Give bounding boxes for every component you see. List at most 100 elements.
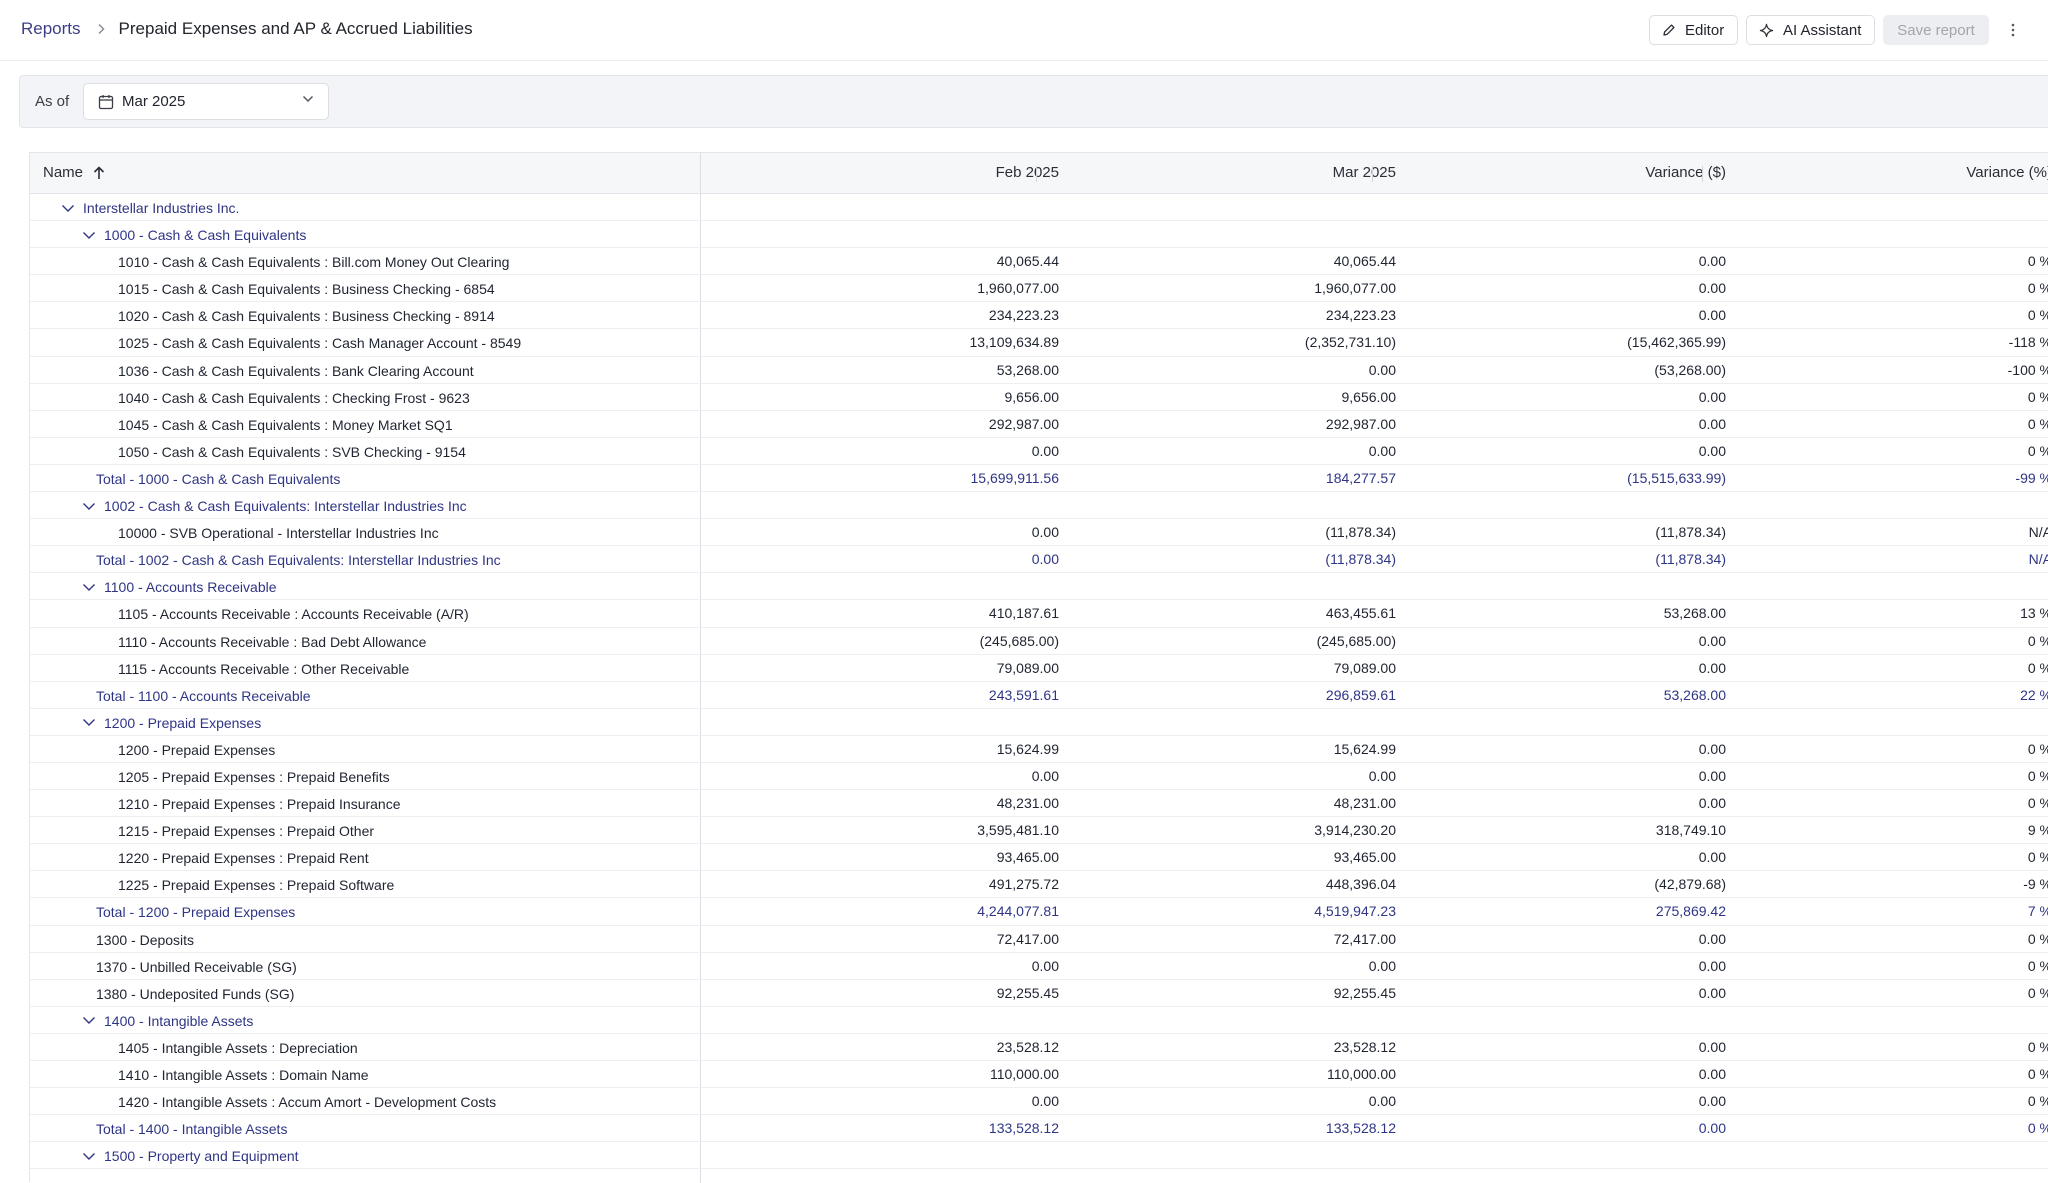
row-label-text: 1015 - Cash & Cash Equivalents : Busines…: [118, 281, 495, 298]
cell-c1: 9,656.00: [1004, 388, 1060, 405]
sort-ascending-icon[interactable]: [93, 165, 105, 180]
row-label: Total - 1200 - Prepaid Expenses: [96, 904, 295, 920]
row-label: 1105 - Accounts Receivable : Accounts Re…: [118, 606, 469, 622]
more-options-icon[interactable]: [2006, 18, 2020, 42]
group-row[interactable]: 1000 - Cash & Cash Equivalents: [30, 221, 2048, 249]
cell-c4: -100 %: [2007, 361, 2048, 378]
cell-c1: 0.00: [1031, 957, 1059, 974]
cell-c1: 79,089.00: [996, 659, 1059, 676]
column-header-feb-2025[interactable]: Feb 2025: [995, 164, 1059, 181]
row-label: 1110 - Accounts Receivable : Bad Debt Al…: [118, 634, 426, 650]
breadcrumb-reports-link[interactable]: Reports: [21, 19, 81, 38]
chevron-down-icon[interactable]: [82, 502, 96, 511]
cell-c2: 93,465.00: [1333, 849, 1396, 866]
cell-c1: 15,624.99: [996, 740, 1059, 757]
cell-c4: 0 %: [2027, 740, 2048, 757]
table-row: 1045 - Cash & Cash Equivalents : Money M…: [30, 411, 2048, 438]
row-label: 1040 - Cash & Cash Equivalents : Checkin…: [118, 390, 470, 406]
cell-c1: 92,255.45: [996, 984, 1059, 1001]
row-label: 1200 - Prepaid Expenses: [118, 742, 275, 758]
total-row: Total - 1400 - Intangible Assets 133,528.…: [30, 1115, 2048, 1143]
cell-c3: 0.00: [1698, 388, 1726, 405]
cell-c3: 318,749.10: [1655, 822, 1726, 839]
table-row: 1405 - Intangible Assets : Depreciation 2…: [30, 1034, 2048, 1061]
column-resize-handle[interactable]: [1036, 166, 1037, 182]
chevron-down-icon[interactable]: [82, 1016, 96, 1025]
cell-c4: 0 %: [2027, 280, 2048, 297]
cell-c1: 243,591.61: [988, 686, 1059, 703]
table-row: 1025 - Cash & Cash Equivalents : Cash Ma…: [30, 329, 2048, 357]
column-header-name[interactable]: Name: [43, 164, 105, 181]
chevron-down-icon[interactable]: [82, 583, 96, 592]
cell-c3: 275,869.42: [1655, 903, 1726, 920]
cell-c1: 133,528.12: [988, 1120, 1059, 1137]
table-row: 1420 - Intangible Assets : Accum Amort -…: [30, 1088, 2048, 1116]
column-resize-handle[interactable]: [1372, 166, 1373, 182]
filter-bar: As of Mar 2025: [19, 75, 2048, 128]
cell-c4: 22 %: [2020, 686, 2048, 703]
save-report-button[interactable]: Save report: [1883, 15, 1989, 45]
cell-c4: 0 %: [2027, 388, 2048, 405]
group-row[interactable]: 1400 - Intangible Assets: [30, 1007, 2048, 1034]
group-row[interactable]: 1002 - Cash & Cash Equivalents: Interste…: [30, 492, 2048, 520]
row-label: 1225 - Prepaid Expenses : Prepaid Softwa…: [118, 877, 394, 893]
editor-button[interactable]: Editor: [1649, 15, 1738, 45]
group-row[interactable]: 1100 - Accounts Receivable: [30, 573, 2048, 601]
ai-assistant-button[interactable]: AI Assistant: [1746, 15, 1875, 45]
row-label: 1000 - Cash & Cash Equivalents: [82, 227, 306, 243]
cell-c3: 0.00: [1698, 957, 1726, 974]
sparkle-icon: [1759, 23, 1774, 37]
chevron-down-icon[interactable]: [82, 1152, 96, 1161]
period-select-value: Mar 2025: [122, 93, 186, 110]
cell-c4: 0 %: [2027, 795, 2048, 812]
cell-c3: 53,268.00: [1663, 605, 1726, 622]
cell-c3: (53,268.00): [1654, 361, 1726, 378]
row-label: 1050 - Cash & Cash Equivalents : SVB Che…: [118, 444, 466, 460]
table-row: 1370 - Unbilled Receivable (SG) 0.00 0.00 0…: [30, 953, 2048, 980]
row-label-text: 1115 - Accounts Receivable : Other Recei…: [118, 660, 410, 677]
cell-c4: -118 %: [2008, 334, 2048, 351]
period-select[interactable]: Mar 2025: [83, 83, 329, 120]
group-row[interactable]: 1500 - Property and Equipment: [30, 1142, 2048, 1170]
row-label: 1210 - Prepaid Expenses : Prepaid Insura…: [118, 796, 401, 812]
table-row: 1210 - Prepaid Expenses : Prepaid Insura…: [30, 790, 2048, 818]
cell-c3: 0.00: [1698, 659, 1726, 676]
chevron-down-icon[interactable]: [82, 231, 96, 240]
row-label-text: 1380 - Undeposited Funds (SG): [96, 985, 295, 1002]
cell-c2: 1,960,077.00: [1314, 280, 1396, 297]
cell-c1: 234,223.23: [988, 307, 1059, 324]
cell-c3: 0.00: [1698, 795, 1726, 812]
cell-c1: 23,528.12: [996, 1038, 1059, 1055]
column-header-variance-percent[interactable]: Variance (%): [1966, 164, 2048, 181]
row-label: 1380 - Undeposited Funds (SG): [96, 986, 294, 1002]
row-label-text: 1050 - Cash & Cash Equivalents : SVB Che…: [118, 443, 466, 460]
page-title: Prepaid Expenses and AP & Accrued Liabil…: [118, 19, 473, 38]
cell-c3: (11,878.34): [1655, 551, 1726, 568]
row-label-text: Total - 1000 - Cash & Cash Equivalents: [96, 470, 341, 487]
column-header-variance-dollar[interactable]: Variance ($): [1645, 164, 1726, 181]
chevron-down-icon[interactable]: [82, 718, 96, 727]
row-label-text: Total - 1200 - Prepaid Expenses: [96, 904, 296, 921]
row-label: Total - 1100 - Accounts Receivable: [96, 688, 311, 704]
chevron-down-icon[interactable]: [61, 204, 75, 213]
group-row[interactable]: Interstellar Industries Inc.: [30, 194, 2048, 222]
group-row[interactable]: 1200 - Prepaid Expenses: [30, 709, 2048, 736]
row-label: 1002 - Cash & Cash Equivalents: Interste…: [82, 498, 467, 514]
column-resize-handle[interactable]: [1702, 166, 1703, 182]
name-column-divider: [700, 153, 701, 1183]
row-label-text: 1025 - Cash & Cash Equivalents : Cash Ma…: [118, 335, 522, 352]
row-label-text: 1300 - Deposits: [96, 931, 195, 948]
column-header-mar-2025[interactable]: Mar 2025: [1332, 164, 1396, 181]
cell-c2: 40,065.44: [1333, 253, 1396, 270]
row-label: 1410 - Intangible Assets : Domain Name: [118, 1067, 369, 1083]
cell-c2: 9,656.00: [1341, 388, 1397, 405]
row-label: 1115 - Accounts Receivable : Other Recei…: [118, 661, 409, 677]
table-row: 1115 - Accounts Receivable : Other Recei…: [30, 655, 2048, 682]
cell-c4: N/A: [2028, 551, 2048, 568]
cell-c1: 491,275.72: [988, 876, 1059, 893]
cell-c4: -99 %: [2015, 469, 2048, 486]
cell-c2: 0.00: [1368, 767, 1396, 784]
pencil-icon: [1663, 24, 1675, 36]
cell-c2: 0.00: [1368, 1093, 1396, 1110]
cell-c1: 0.00: [1031, 1093, 1059, 1110]
